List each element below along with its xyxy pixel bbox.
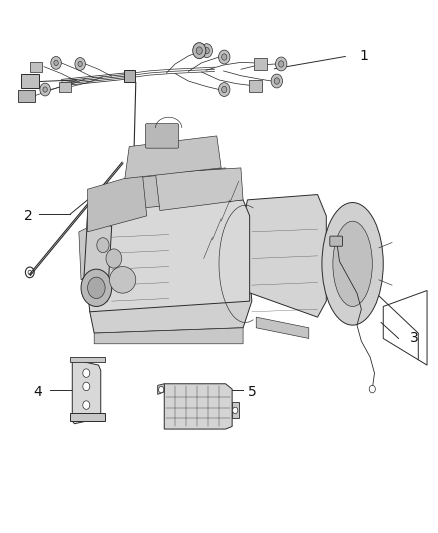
Polygon shape bbox=[70, 413, 105, 421]
FancyBboxPatch shape bbox=[124, 70, 135, 82]
Circle shape bbox=[369, 385, 375, 393]
Circle shape bbox=[43, 87, 47, 92]
FancyBboxPatch shape bbox=[21, 74, 39, 88]
FancyBboxPatch shape bbox=[254, 58, 267, 70]
Polygon shape bbox=[112, 168, 234, 211]
Circle shape bbox=[219, 50, 230, 64]
Polygon shape bbox=[256, 317, 309, 338]
Circle shape bbox=[83, 382, 90, 391]
Polygon shape bbox=[155, 168, 243, 211]
FancyBboxPatch shape bbox=[249, 80, 262, 92]
Polygon shape bbox=[158, 384, 164, 394]
Polygon shape bbox=[79, 227, 94, 280]
Ellipse shape bbox=[333, 221, 372, 306]
Polygon shape bbox=[70, 357, 105, 362]
Circle shape bbox=[222, 54, 227, 60]
Polygon shape bbox=[125, 136, 221, 179]
Polygon shape bbox=[243, 195, 326, 317]
Circle shape bbox=[54, 60, 58, 66]
Text: 5: 5 bbox=[247, 385, 256, 399]
Polygon shape bbox=[164, 384, 232, 429]
Text: 1: 1 bbox=[359, 49, 368, 63]
Polygon shape bbox=[232, 402, 239, 418]
Polygon shape bbox=[88, 173, 147, 232]
FancyBboxPatch shape bbox=[330, 236, 343, 246]
Text: 2: 2 bbox=[24, 209, 33, 223]
Circle shape bbox=[88, 277, 105, 298]
Ellipse shape bbox=[110, 266, 136, 293]
Circle shape bbox=[219, 83, 230, 96]
Polygon shape bbox=[94, 328, 243, 344]
Polygon shape bbox=[72, 360, 101, 424]
Text: 4: 4 bbox=[33, 385, 42, 399]
FancyBboxPatch shape bbox=[59, 82, 71, 92]
Circle shape bbox=[222, 86, 227, 93]
FancyBboxPatch shape bbox=[30, 62, 42, 72]
Circle shape bbox=[279, 61, 284, 67]
Circle shape bbox=[83, 369, 90, 377]
Circle shape bbox=[204, 47, 209, 54]
Circle shape bbox=[78, 61, 82, 67]
Polygon shape bbox=[85, 200, 250, 312]
Circle shape bbox=[196, 47, 202, 54]
Circle shape bbox=[274, 78, 279, 84]
Circle shape bbox=[97, 238, 109, 253]
Polygon shape bbox=[83, 216, 112, 301]
Circle shape bbox=[233, 407, 238, 414]
Circle shape bbox=[51, 56, 61, 69]
Circle shape bbox=[193, 43, 206, 59]
FancyBboxPatch shape bbox=[18, 90, 35, 102]
Circle shape bbox=[271, 74, 283, 88]
Circle shape bbox=[106, 249, 122, 268]
Ellipse shape bbox=[322, 203, 383, 325]
Circle shape bbox=[201, 44, 212, 58]
Polygon shape bbox=[90, 274, 252, 333]
Circle shape bbox=[40, 83, 50, 96]
Circle shape bbox=[75, 58, 85, 70]
Text: 3: 3 bbox=[410, 332, 418, 345]
Circle shape bbox=[276, 57, 287, 71]
Circle shape bbox=[159, 386, 164, 393]
Circle shape bbox=[83, 401, 90, 409]
Circle shape bbox=[81, 269, 112, 306]
FancyBboxPatch shape bbox=[145, 124, 179, 148]
